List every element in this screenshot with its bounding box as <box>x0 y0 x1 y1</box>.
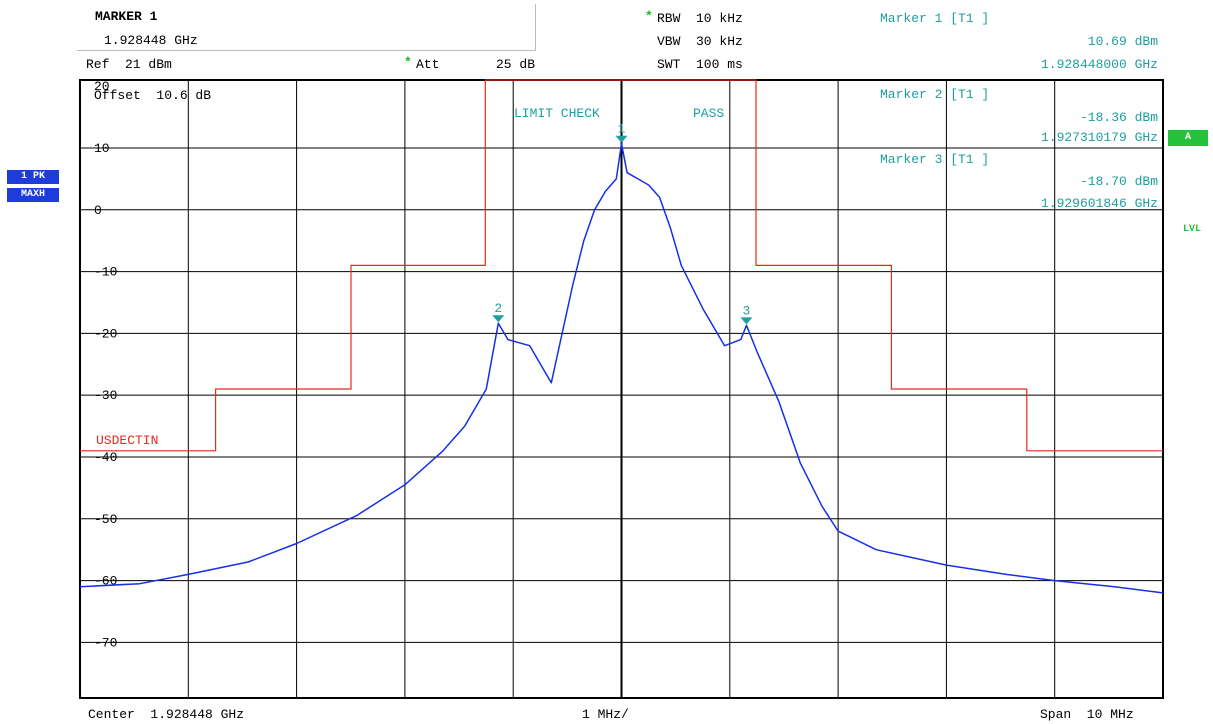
marker-number: 2 <box>494 301 502 316</box>
offset-label: Offset 10.6 dB <box>94 88 211 104</box>
y-tick-label: -60 <box>94 574 117 589</box>
y-tick-label: -10 <box>94 265 117 280</box>
center-frequency: Center 1.928448 GHz <box>88 707 244 723</box>
marker-number: 1 <box>618 122 626 137</box>
y-tick-label: -70 <box>94 635 117 650</box>
y-tick-label: 10 <box>94 141 110 156</box>
y-tick-label: -20 <box>94 326 117 341</box>
y-tick-label: -30 <box>94 388 117 403</box>
y-tick-label: 0 <box>94 203 102 218</box>
frequency-span: Span 10 MHz <box>1040 707 1134 723</box>
limit-check-result: PASS <box>693 106 724 122</box>
marker-triangle <box>616 136 628 143</box>
marker-number: 3 <box>743 303 751 318</box>
limit-line-name: USDECTIN <box>96 433 158 449</box>
y-tick-label: -50 <box>94 512 117 527</box>
y-tick-label: -40 <box>94 450 117 465</box>
span-per-division: 1 MHz/ <box>582 707 629 723</box>
limit-check-label: LIMIT CHECK <box>514 106 600 122</box>
marker-triangle <box>740 317 752 324</box>
marker-triangle <box>492 315 504 322</box>
